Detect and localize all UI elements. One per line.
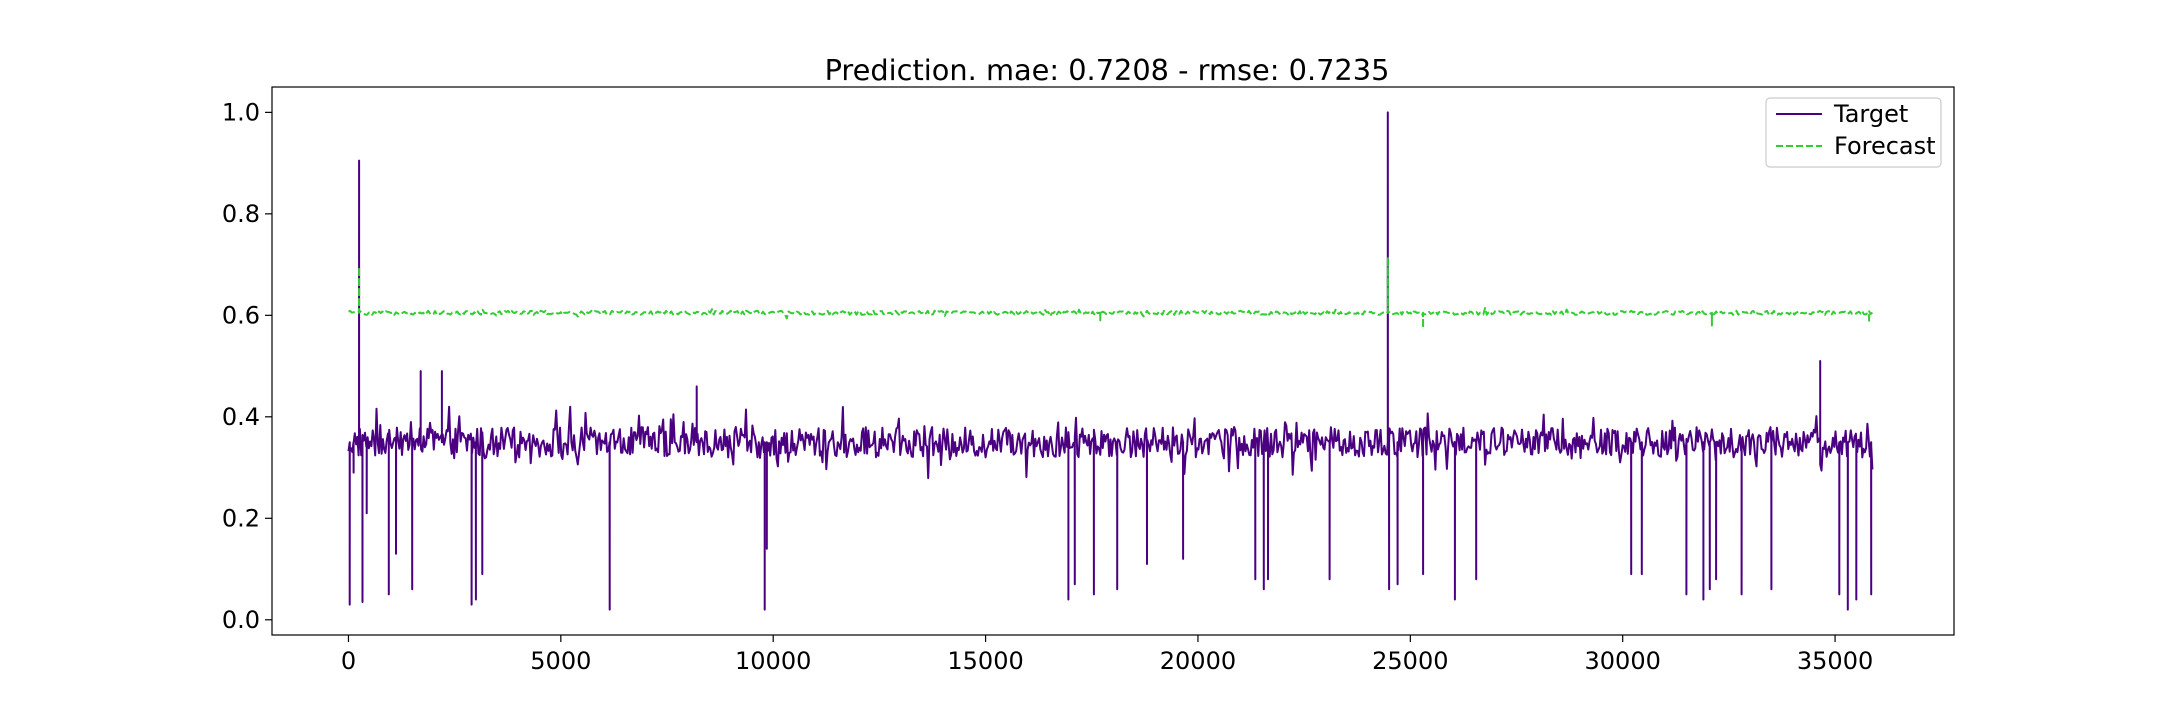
x-tick-label: 5000 (530, 647, 591, 675)
forecast-series-line (348, 256, 1874, 329)
x-tick-label: 0 (341, 647, 356, 675)
y-axis: 0.0 0.2 0.4 0.6 0.8 1.0 (222, 98, 272, 634)
legend-target-label: Target (1833, 100, 1908, 128)
y-tick-label: 0.2 (222, 504, 260, 532)
x-tick-label: 35000 (1797, 647, 1873, 675)
x-tick-label: 25000 (1372, 647, 1448, 675)
chart-title: Prediction. mae: 0.7208 - rmse: 0.7235 (825, 53, 1390, 87)
x-tick-label: 15000 (947, 647, 1023, 675)
y-tick-label: 0.6 (222, 301, 260, 329)
x-tick-label: 30000 (1585, 647, 1661, 675)
x-axis: 0 5000 10000 15000 20000 25000 30000 35000 (341, 635, 1873, 675)
series-layer (347, 111, 1874, 611)
y-tick-label: 0.4 (222, 403, 260, 431)
x-tick-label: 20000 (1160, 647, 1236, 675)
y-tick-label: 1.0 (222, 98, 260, 126)
legend-forecast-label: Forecast (1834, 132, 1936, 160)
y-tick-label: 0.8 (222, 200, 260, 228)
legend: Target Forecast (1765, 97, 1942, 168)
y-tick-label: 0.0 (222, 606, 260, 634)
x-tick-label: 10000 (735, 647, 811, 675)
target-series-line (347, 111, 1874, 611)
legend-box (1765, 97, 1942, 168)
plot-frame (271, 86, 1955, 636)
